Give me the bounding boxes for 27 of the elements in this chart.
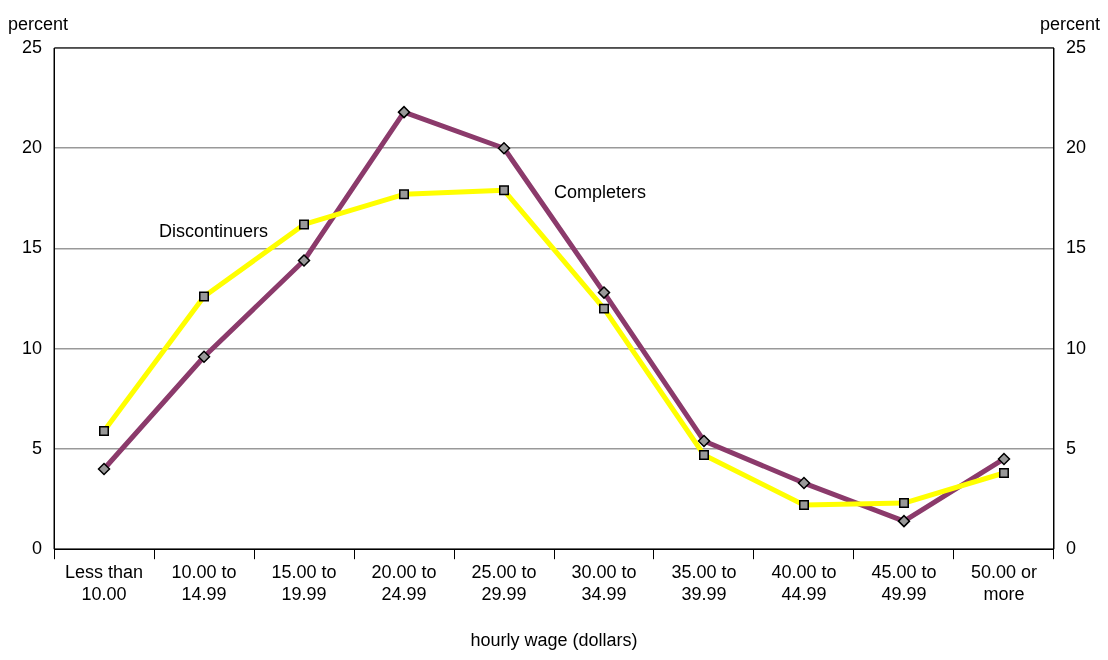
y2-tick-label: 5 [1065,437,1076,458]
y-tick-label: 20 [21,137,43,158]
x-axis-title: hourly wage (dollars) [470,630,638,651]
x-tick-label: 15.00 to 19.99 [271,561,337,604]
y-tick-label: 5 [32,437,43,458]
x-tick-label: 20.00 to 24.99 [371,561,437,604]
y2-tick-label: 25 [1065,36,1087,57]
y-tick-label: 10 [21,337,43,358]
x-tick-label: 25.00 to 29.99 [471,561,537,604]
y-tick-label: 0 [32,538,43,559]
series-label: Completers [554,182,647,203]
y2-tick-label: 10 [1065,337,1087,358]
y-tick-label: 25 [21,36,43,57]
series-label: Discontinuers [158,221,269,242]
y2-tick-label: 20 [1065,137,1087,158]
y-tick-label: 15 [21,237,43,258]
x-tick-label: 30.00 to 34.99 [571,561,637,604]
y2-tick-label: 15 [1065,237,1087,258]
x-tick-label: 40.00 to 44.99 [771,561,837,604]
y-axis-title: percent [8,13,69,34]
x-tick-label: Less than 10.00 [64,561,144,604]
x-tick-label: 45.00 to 49.99 [871,561,937,604]
y2-tick-label: 0 [1065,538,1076,559]
x-tick-label: 35.00 to 39.99 [671,561,737,604]
y2-axis-title: percent [1039,13,1100,34]
x-tick-label: 10.00 to 14.99 [171,561,237,604]
x-tick-label: 50.00 or more [970,561,1038,604]
